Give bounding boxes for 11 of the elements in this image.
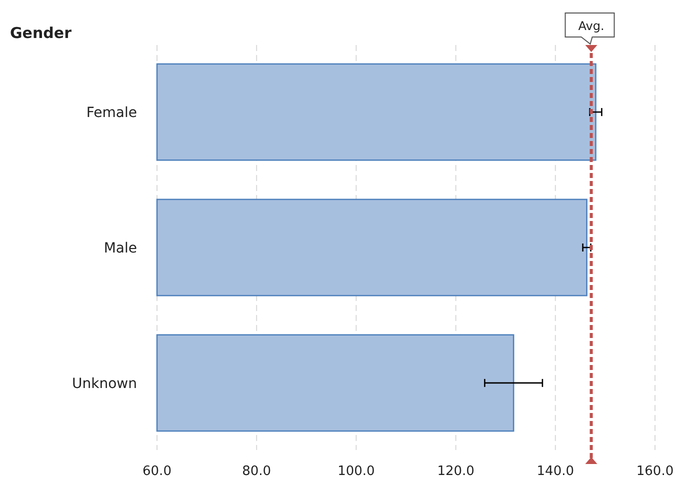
chart-title: Gender (10, 24, 72, 42)
x-tick-label: 80.0 (242, 464, 272, 479)
x-tick-label: 100.0 (338, 464, 375, 479)
y-tick-label: Male (104, 240, 137, 256)
ref-line-label: Avg. (578, 19, 604, 33)
x-tick-label: 120.0 (437, 464, 474, 479)
x-tick-label: 160.0 (636, 464, 674, 479)
x-tick-label: 140.0 (536, 464, 574, 479)
y-tick-label: Unknown (72, 376, 137, 392)
y-tick-label: Female (86, 104, 137, 121)
x-tick-label: 60.0 (142, 464, 172, 479)
